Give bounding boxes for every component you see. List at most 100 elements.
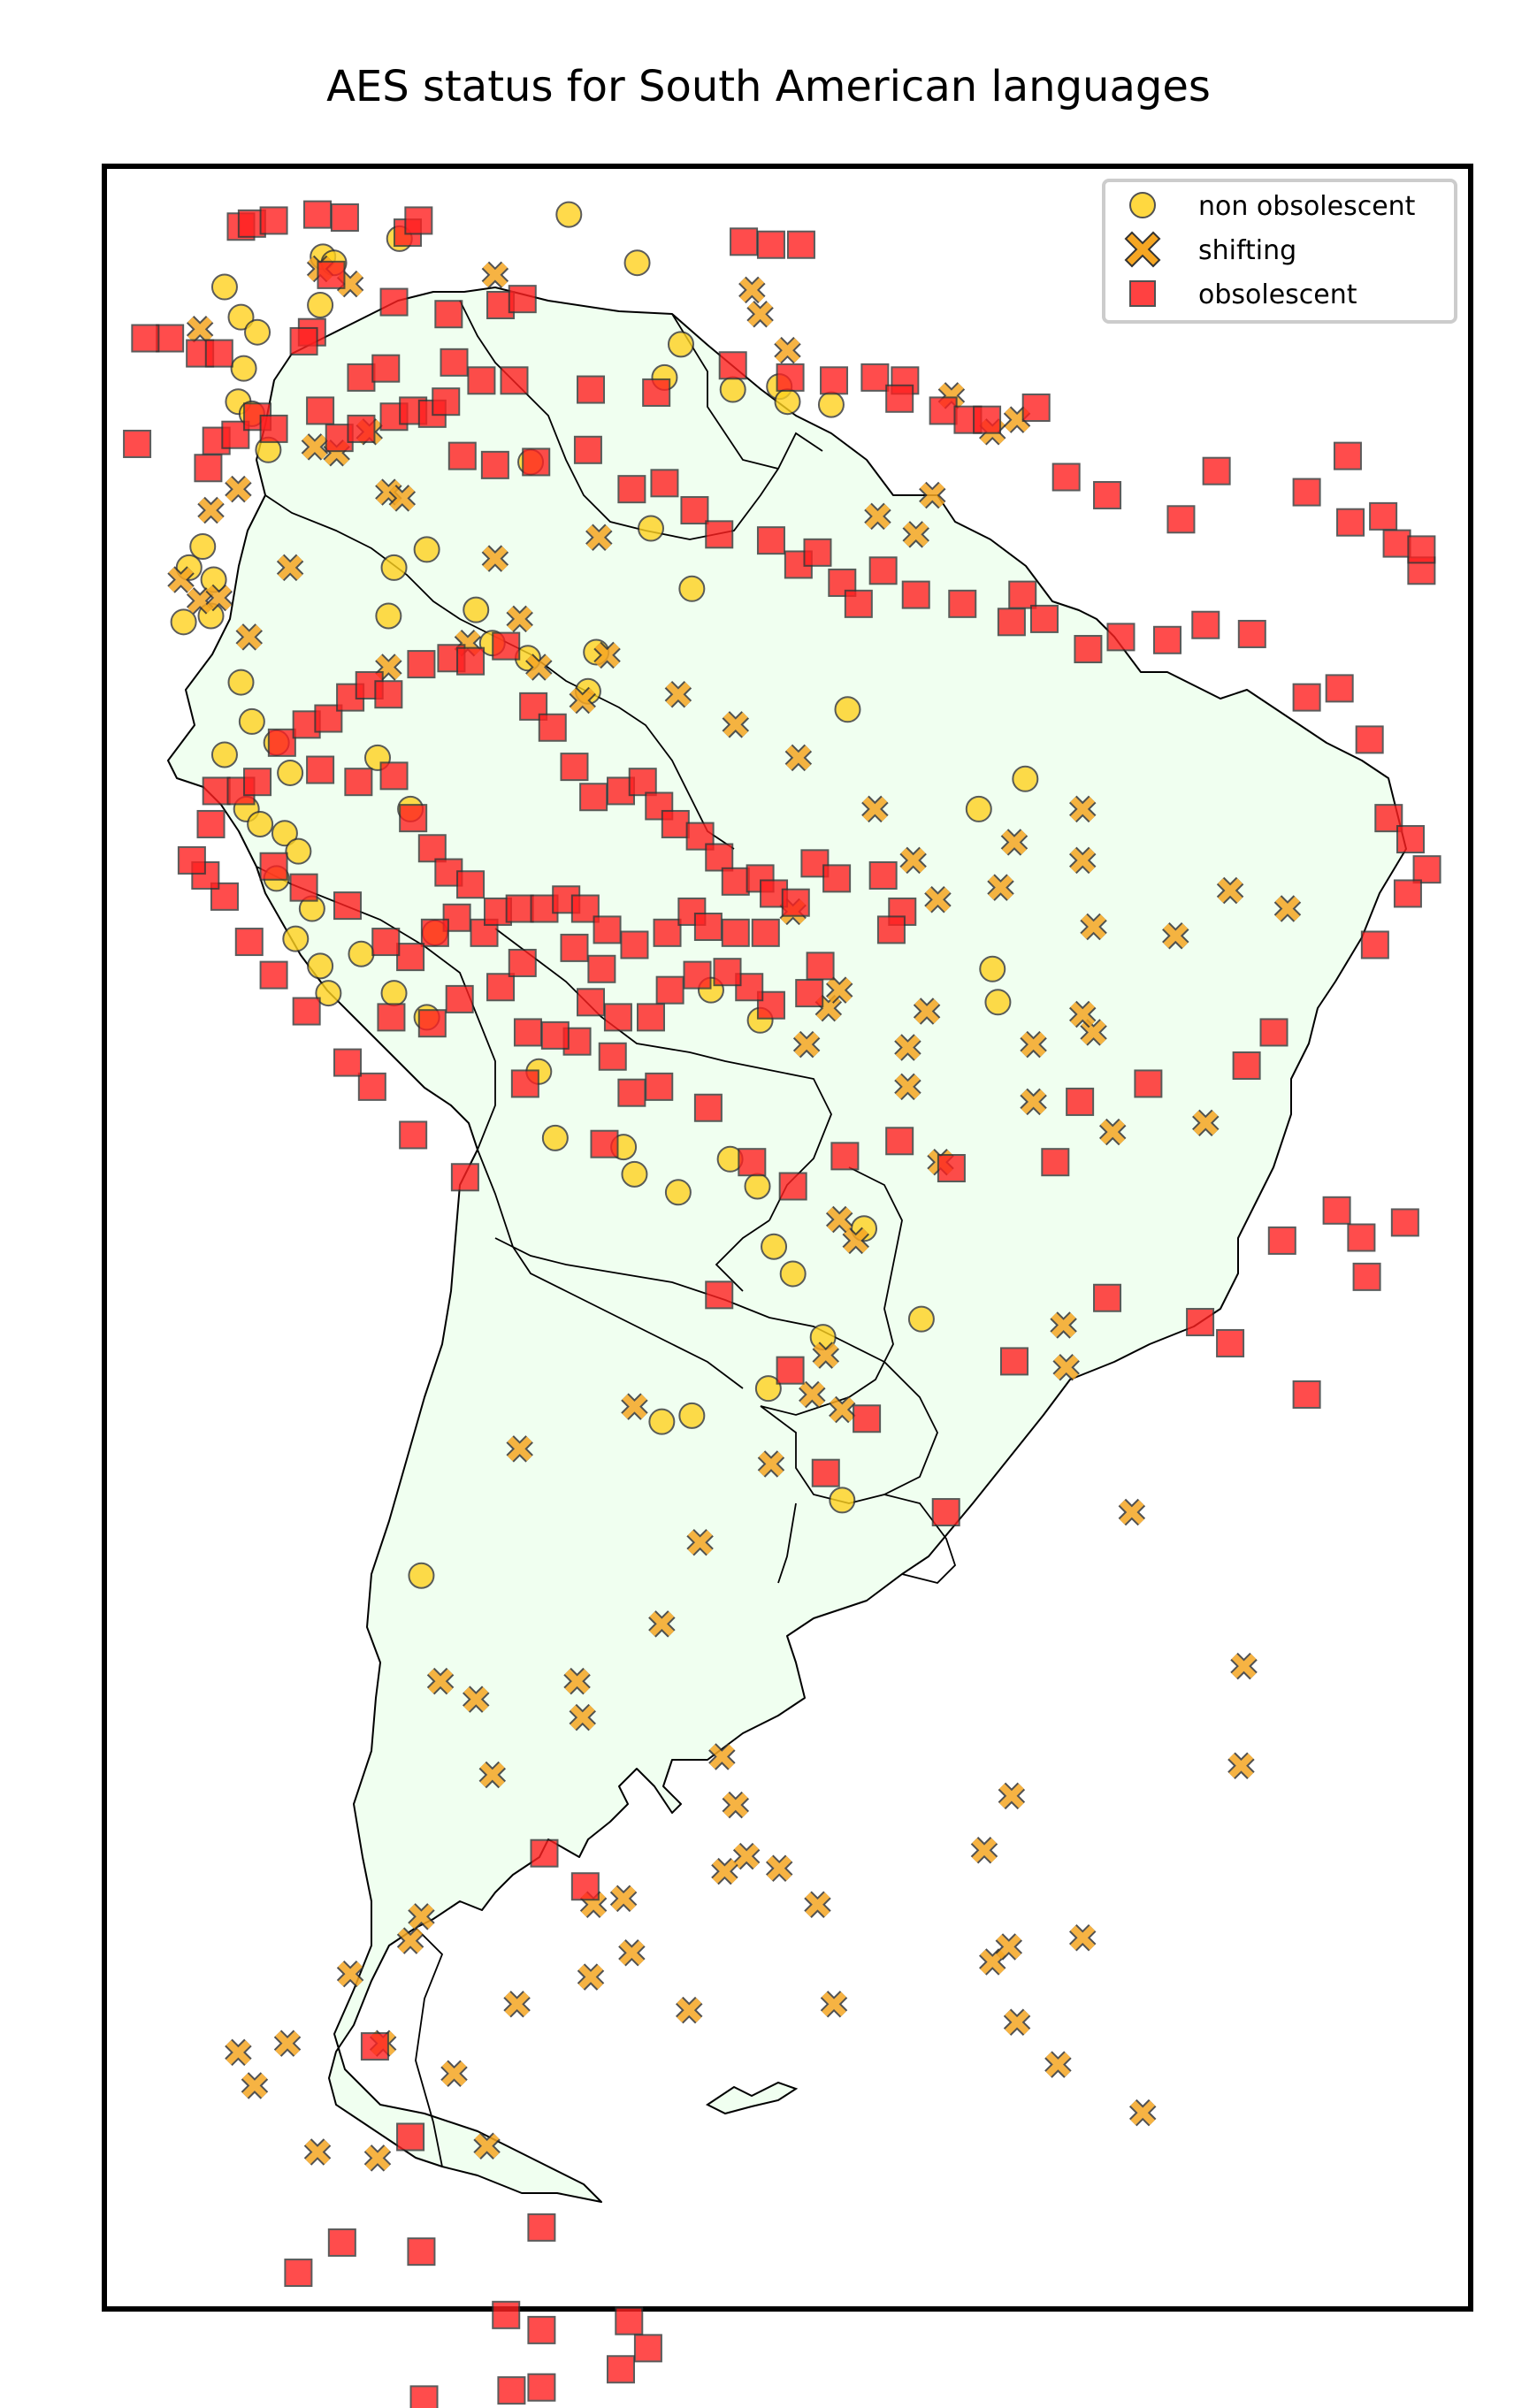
point-obsolescent xyxy=(420,918,449,947)
point-obsolescent xyxy=(803,538,832,567)
point-obsolescent xyxy=(289,873,318,902)
point-obsolescent xyxy=(440,348,469,377)
point-obsolescent xyxy=(776,363,805,392)
point-shifting xyxy=(899,846,927,875)
point-obsolescent xyxy=(1393,879,1422,908)
point-obsolescent xyxy=(1292,478,1321,507)
point-obsolescent xyxy=(830,1142,860,1171)
point-obsolescent xyxy=(853,1404,882,1433)
point-shifting xyxy=(792,1030,821,1059)
point-shifting xyxy=(593,641,621,669)
point-obsolescent xyxy=(1352,1262,1381,1291)
point-obsolescent xyxy=(1093,480,1122,509)
point-obsolescent xyxy=(1216,1328,1245,1357)
point-non-obsolescent xyxy=(829,1487,856,1514)
point-obsolescent xyxy=(1347,1223,1376,1252)
point-non-obsolescent xyxy=(380,980,408,1007)
point-obsolescent xyxy=(327,2228,356,2257)
point-shifting xyxy=(388,485,417,512)
point-shifting xyxy=(273,2030,302,2057)
legend-marker-non-obsolescent xyxy=(1129,192,1156,218)
point-non-obsolescent xyxy=(761,1233,788,1260)
point-obsolescent xyxy=(404,206,433,235)
point-obsolescent xyxy=(1407,535,1436,564)
point-obsolescent xyxy=(730,227,759,256)
point-shifting xyxy=(1098,1118,1127,1146)
point-non-obsolescent xyxy=(965,795,992,822)
point-non-obsolescent xyxy=(678,575,706,602)
point-shifting xyxy=(829,1395,856,1424)
legend-label-obsolescent: obsolescent xyxy=(1198,279,1357,310)
point-obsolescent xyxy=(617,1078,646,1107)
point-obsolescent xyxy=(1292,1380,1321,1409)
point-obsolescent xyxy=(1093,1283,1122,1312)
point-non-obsolescent xyxy=(754,1375,782,1403)
point-shifting xyxy=(1068,846,1097,875)
point-shifting xyxy=(478,1761,507,1789)
point-obsolescent xyxy=(432,387,461,417)
point-obsolescent xyxy=(735,973,764,1002)
point-obsolescent xyxy=(1325,674,1354,703)
point-shifting xyxy=(569,686,596,715)
map-title: AES status for South American languages xyxy=(326,62,1211,111)
point-obsolescent xyxy=(396,2122,425,2152)
point-obsolescent xyxy=(522,447,551,477)
point-obsolescent xyxy=(628,768,657,797)
point-obsolescent xyxy=(303,200,333,229)
point-obsolescent xyxy=(1153,625,1182,654)
point-obsolescent xyxy=(1374,804,1403,833)
legend-label-non-obsolescent: non obsolescent xyxy=(1198,191,1416,222)
point-shifting xyxy=(708,1743,736,1770)
point-obsolescent xyxy=(284,2259,313,2288)
point-shifting xyxy=(276,554,304,582)
point-non-obsolescent xyxy=(210,273,238,301)
point-shifting xyxy=(722,1791,750,1819)
point-non-obsolescent xyxy=(348,940,375,967)
point-shifting xyxy=(301,433,329,461)
point-shifting xyxy=(1216,876,1244,905)
point-obsolescent xyxy=(705,843,734,872)
point-obsolescent xyxy=(259,206,288,235)
point-obsolescent xyxy=(306,396,335,425)
point-non-obsolescent xyxy=(315,980,342,1007)
point-obsolescent xyxy=(811,1458,840,1487)
point-obsolescent xyxy=(527,2213,556,2242)
point-shifting xyxy=(894,1034,921,1061)
point-shifting xyxy=(913,998,941,1025)
point-shifting xyxy=(241,2072,269,2099)
point-obsolescent xyxy=(901,580,930,609)
point-obsolescent xyxy=(637,1003,665,1032)
point-shifting xyxy=(408,1903,435,1930)
point-obsolescent xyxy=(721,918,750,947)
point-obsolescent xyxy=(267,728,296,757)
point-non-obsolescent xyxy=(227,303,255,331)
point-shifting xyxy=(473,2132,501,2160)
point-shifting xyxy=(784,744,813,772)
point-obsolescent xyxy=(1186,1308,1215,1337)
point-obsolescent xyxy=(538,713,567,742)
point-non-obsolescent xyxy=(210,741,238,768)
point-non-obsolescent xyxy=(282,925,310,952)
point-shifting xyxy=(924,886,952,914)
point-obsolescent xyxy=(1074,635,1103,664)
point-obsolescent xyxy=(806,952,835,981)
point-obsolescent xyxy=(527,2315,556,2344)
point-non-obsolescent xyxy=(307,952,334,980)
point-non-obsolescent xyxy=(271,820,298,847)
point-obsolescent xyxy=(156,324,185,353)
point-obsolescent xyxy=(508,948,537,977)
point-obsolescent xyxy=(500,366,529,395)
point-obsolescent xyxy=(1232,1051,1261,1080)
point-shifting xyxy=(998,1782,1026,1810)
point-obsolescent xyxy=(844,589,873,618)
point-obsolescent xyxy=(577,988,606,1017)
point-obsolescent xyxy=(570,1872,600,1901)
point-shifting xyxy=(506,1435,533,1463)
point-shifting xyxy=(336,1960,364,1988)
point-obsolescent xyxy=(527,2373,556,2402)
point-obsolescent xyxy=(620,930,649,959)
point-obsolescent xyxy=(467,366,496,395)
point-shifting xyxy=(711,1857,738,1885)
point-obsolescent xyxy=(450,1163,479,1192)
